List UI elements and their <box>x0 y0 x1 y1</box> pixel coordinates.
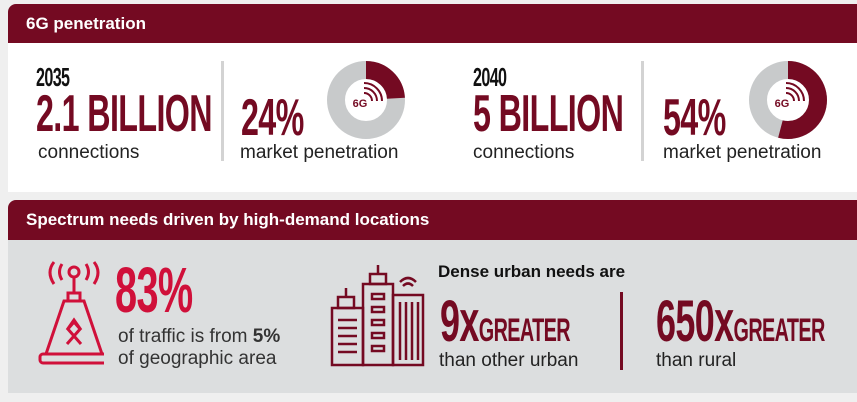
city-buildings-icon <box>330 265 425 367</box>
6g-label: 6G <box>775 98 790 110</box>
year: 2035 <box>36 62 70 92</box>
penetration-label: market penetration <box>240 142 399 163</box>
connections-value: 2.1 BILLION <box>36 85 213 143</box>
traffic-text: of traffic is from 5% of geographic area <box>118 326 280 370</box>
urban-heading: Dense urban needs are <box>438 262 626 281</box>
multiplier-label: than other urban <box>439 350 579 371</box>
section-title: Spectrum needs driven by high-demand loc… <box>26 210 430 229</box>
6g-label: 6G <box>353 98 368 110</box>
donut-chart: 6G <box>749 61 827 139</box>
penetration-value: 54% <box>663 89 726 147</box>
penetration-value: 24% <box>241 89 304 147</box>
greater-word: GREATER <box>478 312 571 348</box>
divider <box>641 61 644 161</box>
multiplier: 9xGREATER <box>440 293 571 356</box>
traffic-text-1: of traffic is from <box>118 326 253 347</box>
connections-label: connections <box>473 142 575 163</box>
spectrum-card: Spectrum needs driven by high-demand loc… <box>8 200 857 393</box>
traffic-bold: 5% <box>252 326 281 347</box>
multiplier: 650xGREATER <box>656 293 826 356</box>
multiplier-label: than rural <box>656 350 737 371</box>
donut-chart: 6G <box>327 61 405 139</box>
donut-segment <box>327 61 405 139</box>
signal-icon <box>785 82 805 102</box>
section-header: 6G penetration <box>8 4 857 43</box>
penetration-label: market penetration <box>663 142 822 163</box>
signal-icon <box>363 82 383 102</box>
greater-word: GREATER <box>733 312 826 348</box>
divider <box>620 292 623 370</box>
section-header: Spectrum needs driven by high-demand loc… <box>8 200 857 240</box>
traffic-percent: 83% <box>115 254 193 326</box>
cell-tower-icon <box>38 261 104 365</box>
year: 2040 <box>473 62 507 92</box>
section-title: 6G penetration <box>26 13 146 33</box>
connections-value: 5 BILLION <box>473 85 624 143</box>
divider <box>221 61 224 161</box>
6g-penetration-card: 6G penetration 2035 2.1 BILLION connecti… <box>8 4 857 192</box>
multiplier-number: 9x <box>440 289 479 354</box>
connections-label: connections <box>38 142 140 163</box>
donut-segment <box>749 61 827 139</box>
multiplier-number: 650x <box>656 289 734 354</box>
traffic-text-2: of geographic area <box>118 348 277 369</box>
